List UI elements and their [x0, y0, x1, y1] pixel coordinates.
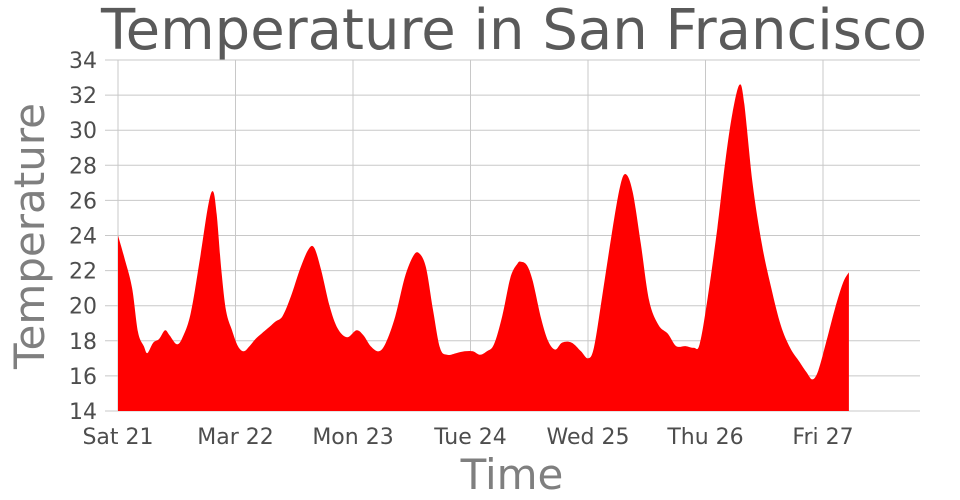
y-tick-label: 18 — [69, 330, 97, 355]
y-axis-ticks: 14 16 18 20 22 24 26 28 30 32 34 — [69, 49, 97, 425]
y-tick-label: 26 — [69, 189, 97, 214]
x-tick-label: Mon 23 — [312, 425, 393, 450]
x-tick-label: Wed 25 — [547, 425, 630, 450]
y-tick-label: 16 — [69, 365, 97, 390]
x-tick-label: Tue 24 — [433, 425, 507, 450]
y-tick-label: 24 — [69, 225, 97, 250]
x-tick-label: Mar 22 — [197, 425, 274, 450]
y-tick-label: 34 — [69, 49, 97, 74]
x-axis-title: Time — [460, 450, 564, 499]
x-axis-ticks: Sat 21 Mar 22 Mon 23 Tue 24 Wed 25 Thu 26 Fri … — [82, 425, 853, 450]
x-tick-label: Fri 27 — [792, 425, 853, 450]
y-tick-label: 30 — [69, 119, 97, 144]
y-tick-label: 20 — [69, 295, 97, 320]
y-tick-label: 32 — [69, 84, 97, 109]
y-tick-label: 28 — [69, 154, 97, 179]
y-tick-label: 14 — [69, 400, 97, 425]
temperature-area — [118, 84, 849, 412]
y-axis-title: Temperature — [5, 103, 54, 370]
chart-title: Temperature in San Francisco — [100, 0, 927, 63]
x-tick-label: Thu 26 — [666, 425, 743, 450]
y-tick-label: 22 — [69, 260, 97, 285]
x-tick-label: Sat 21 — [82, 425, 153, 450]
